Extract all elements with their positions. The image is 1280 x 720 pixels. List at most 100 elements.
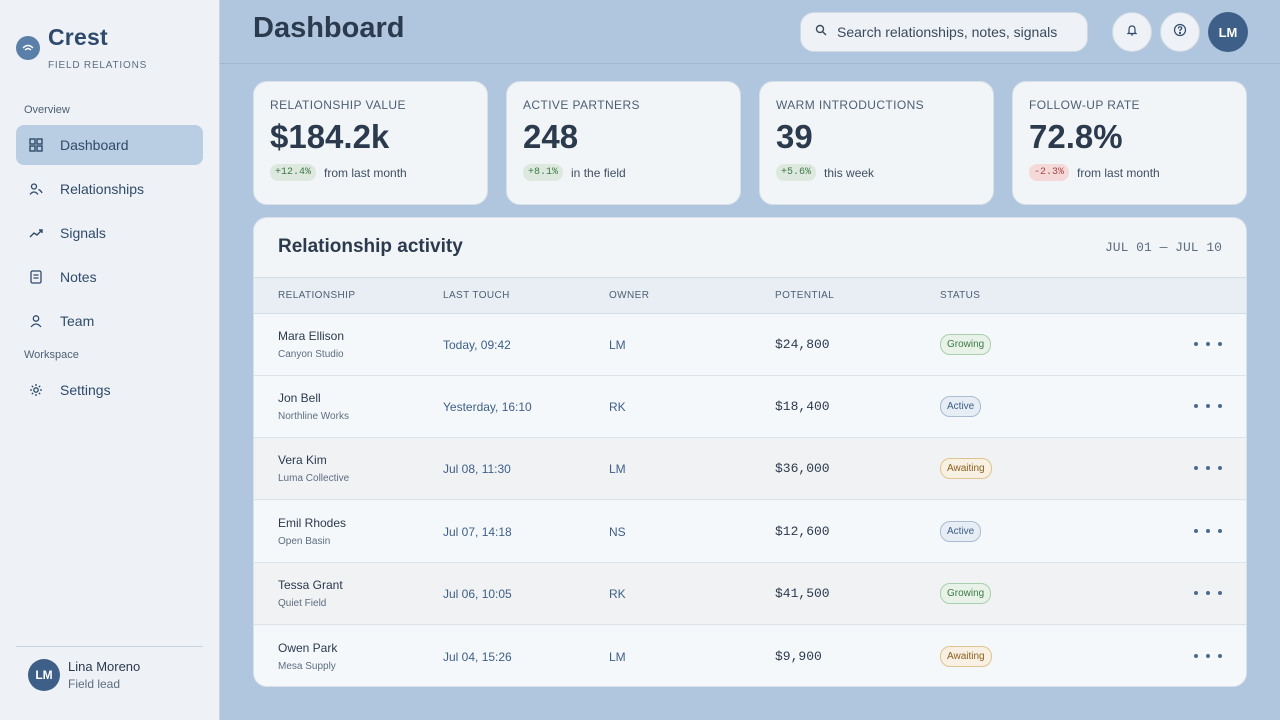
sidebar-item-relationships[interactable]: Relationships [16, 169, 203, 209]
search-box[interactable] [800, 12, 1088, 52]
table-row[interactable]: Mara Ellison Canyon Studio Today, 09:42 … [254, 314, 1246, 376]
stat-value: $184.2k [270, 118, 390, 155]
owner: RK [609, 400, 626, 414]
dot-icon [1206, 342, 1210, 346]
last-touch: Yesterday, 16:10 [443, 400, 532, 414]
stat-value: 248 [523, 118, 579, 155]
user-name: Lina Moreno [68, 659, 141, 674]
dot-icon [1218, 529, 1222, 533]
stat-delta: +5.6% [776, 164, 817, 181]
more-actions-button[interactable] [1194, 583, 1222, 603]
sidebar-item-dashboard[interactable]: Dashboard [16, 125, 203, 165]
column-header-potential[interactable]: POTENTIAL [775, 290, 835, 301]
stat-delta: -2.3% [1029, 164, 1070, 181]
dot-icon [1218, 404, 1222, 408]
stat-delta: +8.1% [523, 164, 564, 181]
status-badge: Active [940, 521, 982, 542]
sidebar-item-label: Relationships [60, 181, 145, 197]
last-touch: Jul 08, 11:30 [443, 462, 511, 476]
brand-subtitle: FIELD RELATIONS [48, 60, 148, 71]
sidebar-divider [16, 646, 203, 647]
gear-icon [28, 382, 44, 398]
date-range[interactable]: JUL 01 — JUL 10 [1104, 240, 1222, 255]
column-header-status[interactable]: STATUS [940, 290, 981, 301]
table-row[interactable]: Tessa Grant Quiet Field Jul 06, 10:05 RK… [254, 563, 1246, 625]
potential-value: $12,600 [775, 524, 830, 539]
search-icon [815, 23, 827, 41]
relationship-org: Northline Works [278, 411, 349, 422]
avatar: LM [28, 659, 60, 691]
sidebar-item-label: Notes [60, 269, 97, 285]
status-badge: Active [940, 396, 982, 417]
sidebar-item-label: Dashboard [60, 137, 129, 153]
relationship-org: Canyon Studio [278, 349, 344, 360]
help-button[interactable] [1160, 12, 1200, 52]
dot-icon [1206, 591, 1210, 595]
notifications-button[interactable] [1112, 12, 1152, 52]
relationship-name: Jon Bell [278, 391, 321, 405]
more-actions-button[interactable] [1194, 646, 1222, 666]
column-header-owner[interactable]: OWNER [609, 290, 650, 301]
relationship-org: Luma Collective [278, 473, 350, 484]
stat-label: WARM INTRODUCTIONS [776, 98, 925, 112]
avatar[interactable]: LM [1208, 12, 1248, 52]
relationship-name: Owen Park [278, 641, 338, 655]
sidebar-item-label: Signals [60, 225, 106, 241]
more-actions-button[interactable] [1194, 334, 1222, 354]
sidebar: Crest FIELD RELATIONS Overview Dashboard… [0, 0, 220, 720]
sidebar-item-signals[interactable]: Signals [16, 213, 203, 253]
last-touch: Jul 06, 10:05 [443, 587, 512, 601]
table-row[interactable]: Jon Bell Northline Works Yesterday, 16:1… [254, 376, 1246, 438]
bell-icon [1126, 23, 1138, 41]
dot-icon [1206, 529, 1210, 533]
stat-value: 39 [776, 118, 813, 155]
relationship-name: Mara Ellison [278, 329, 345, 343]
stat-label: FOLLOW-UP RATE [1029, 98, 1140, 112]
owner: LM [609, 650, 626, 664]
more-actions-button[interactable] [1194, 521, 1222, 541]
dot-icon [1206, 654, 1210, 658]
table-row[interactable]: Vera Kim Luma Collective Jul 08, 11:30 L… [254, 438, 1246, 500]
status-badge: Growing [940, 583, 992, 604]
owner: NS [609, 525, 626, 539]
dot-icon [1194, 466, 1198, 470]
last-touch: Jul 07, 14:18 [443, 525, 512, 539]
table-row[interactable]: Owen Park Mesa Supply Jul 04, 15:26 LM $… [254, 626, 1246, 686]
owner: RK [609, 587, 626, 601]
page-title: Dashboard [253, 12, 405, 44]
relationship-org: Open Basin [278, 536, 331, 547]
relationship-name: Vera Kim [278, 453, 327, 467]
potential-value: $18,400 [775, 399, 830, 414]
stat-label: ACTIVE PARTNERS [523, 98, 640, 112]
dot-icon [1218, 342, 1222, 346]
stat-card-relationship-value: RELATIONSHIP VALUE $184.2k +12.4% from l… [253, 81, 488, 205]
stat-note: from last month [1077, 165, 1160, 180]
more-actions-button[interactable] [1194, 396, 1222, 416]
brand-name: Crest [48, 24, 108, 50]
sidebar-item-settings[interactable]: Settings [16, 370, 203, 410]
search-input[interactable] [837, 24, 1077, 40]
dot-icon [1194, 404, 1198, 408]
last-touch: Today, 09:42 [443, 338, 511, 352]
user-role: Field lead [68, 677, 121, 691]
dot-icon [1218, 591, 1222, 595]
stat-note: this week [824, 165, 875, 180]
relationship-name: Tessa Grant [278, 578, 343, 592]
table-row[interactable]: Emil Rhodes Open Basin Jul 07, 14:18 NS … [254, 501, 1246, 563]
column-header-last-touch[interactable]: LAST TOUCH [443, 290, 510, 301]
dot-icon [1218, 654, 1222, 658]
last-touch: Jul 04, 15:26 [443, 650, 512, 664]
status-badge: Awaiting [940, 646, 992, 667]
sidebar-item-label: Team [60, 313, 95, 329]
sidebar-item-team[interactable]: Team [16, 301, 203, 341]
stat-value: 72.8% [1029, 118, 1123, 155]
sidebar-item-notes[interactable]: Notes [16, 257, 203, 297]
trend-icon [28, 225, 44, 241]
column-header-relationship[interactable]: RELATIONSHIP [278, 290, 356, 301]
dot-icon [1218, 466, 1222, 470]
more-actions-button[interactable] [1194, 458, 1222, 478]
relationship-org: Quiet Field [278, 598, 327, 609]
person-icon [28, 313, 44, 329]
people-icon [28, 181, 44, 197]
panel-title: Relationship activity [278, 236, 463, 257]
